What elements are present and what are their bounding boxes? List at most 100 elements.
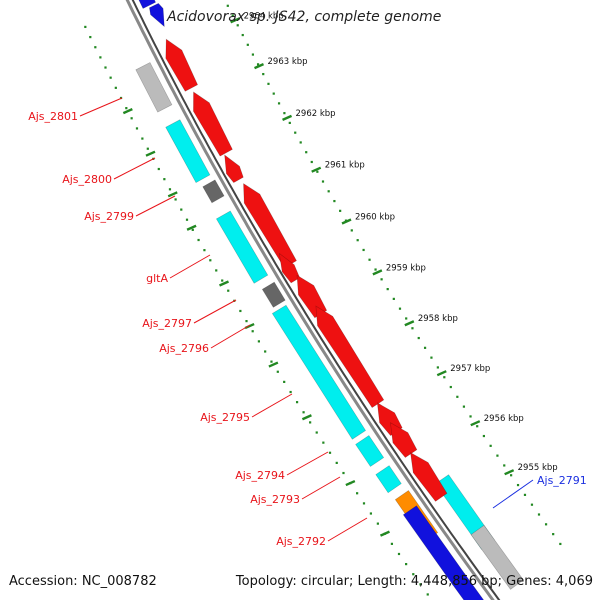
feature-red-3[interactable] — [224, 154, 244, 183]
feature-ajs-2799[interactable] — [202, 179, 225, 204]
genome-title: Acidovorax sp. JS42, complete genome — [167, 9, 442, 25]
dot-mark — [277, 102, 281, 105]
dot-mark — [109, 76, 112, 79]
feature-blue-2[interactable] — [451, 573, 488, 600]
scale-tick-major-left — [167, 191, 178, 198]
dot-mark — [163, 178, 166, 181]
dot-mark — [333, 199, 336, 203]
dot-mark — [157, 167, 160, 171]
gene-label-ajs-2801[interactable]: Ajs_2801 — [28, 110, 78, 123]
feature-red-4[interactable] — [243, 183, 297, 269]
scale-tick-major — [311, 166, 322, 173]
dot-mark — [510, 474, 513, 477]
dot-mark — [246, 43, 249, 46]
feature-ajs-2793[interactable] — [375, 465, 402, 494]
gene-label-ajs-2797[interactable]: Ajs_2797 — [142, 317, 192, 330]
dot-mark — [294, 131, 297, 134]
gene-leader-line — [210, 324, 251, 349]
scale-tick-major-left — [145, 150, 156, 157]
dot-mark — [436, 366, 439, 369]
scale-tick-label: 2963 kbp — [268, 57, 308, 67]
scale-tick-major — [282, 114, 293, 121]
dot-mark — [276, 370, 279, 373]
feature-red-6[interactable] — [296, 274, 328, 319]
feature-tracks — [135, 0, 524, 600]
dot-mark — [168, 188, 172, 191]
scale-tick-label: 2964 kbp — [244, 11, 284, 21]
gene-label-ajs-2794[interactable]: Ajs_2794 — [235, 469, 285, 482]
dot-mark — [537, 513, 541, 516]
dot-mark — [456, 395, 459, 398]
dot-mark — [315, 431, 318, 434]
dot-mark — [257, 340, 261, 343]
dot-mark — [141, 137, 144, 140]
scale-tick-major — [341, 218, 352, 225]
gene-label-ajs-2795[interactable]: Ajs_2795 — [200, 411, 250, 424]
dot-mark — [215, 269, 218, 272]
feature-red-9[interactable] — [390, 422, 418, 458]
feature-blue-top[interactable] — [137, 0, 157, 9]
feature-ajs-2794[interactable] — [355, 435, 385, 467]
gene-leader-line — [492, 479, 534, 509]
dot-mark — [191, 228, 194, 231]
dot-mark — [104, 66, 107, 69]
scale-ticks: 2964 kbp 2963 kbp 2962 kbp 2961 kbp 2960 kbp… — [122, 11, 558, 537]
feature-red-10[interactable] — [410, 452, 448, 502]
scale-tick-label: 2957 kbp — [450, 364, 490, 374]
feature-red-1[interactable] — [165, 38, 198, 92]
dot-mark — [236, 24, 239, 27]
gene-label-ajs-2800[interactable]: Ajs_2800 — [62, 173, 112, 186]
dot-mark — [405, 317, 408, 320]
scale-tick-major — [404, 320, 415, 327]
gene-leader-line — [251, 393, 293, 418]
gene-label-glta[interactable]: gltA — [146, 272, 168, 285]
dot-mark — [245, 319, 248, 323]
dot-mark — [386, 288, 389, 291]
dot-mark — [227, 289, 230, 292]
gene-label-ajs-2792[interactable]: Ajs_2792 — [276, 535, 326, 548]
scale-tick-major — [470, 420, 481, 427]
scale-tick-label: 2955 kbp — [518, 463, 558, 473]
scale-tick-major-left — [219, 280, 229, 287]
dot-mark — [356, 492, 359, 495]
gene-label-ajs-2799[interactable]: Ajs_2799 — [84, 210, 134, 223]
dot-mark — [231, 14, 234, 17]
feature-gltA[interactable] — [215, 210, 269, 284]
dot-mark — [335, 461, 338, 464]
dot-mark — [180, 208, 183, 211]
dot-mark — [130, 117, 133, 120]
dot-mark — [417, 336, 420, 340]
feature-ajs-2800[interactable] — [165, 119, 211, 184]
accession-text: Accession: NC_008782 — [9, 574, 157, 589]
dot-mark — [288, 121, 291, 125]
feature-ajs-2790[interactable] — [470, 524, 524, 590]
dot-mark — [84, 25, 87, 29]
feature-red-2[interactable] — [193, 91, 233, 157]
feature-red-7[interactable] — [315, 305, 385, 409]
feature-ajs-2801[interactable] — [135, 62, 173, 113]
dot-mark — [226, 4, 229, 7]
dot-mark — [449, 385, 452, 389]
dot-mark — [125, 107, 128, 110]
gene-label-ajs-2796[interactable]: Ajs_2796 — [159, 342, 209, 355]
dot-mark — [462, 405, 466, 408]
gene-label-ajs-2793[interactable]: Ajs_2793 — [250, 493, 300, 506]
scale-tick-major-left — [345, 479, 356, 487]
gene-label-ajs-2791[interactable]: Ajs_2791 — [537, 474, 587, 487]
dot-mark — [412, 573, 415, 576]
gene-leader-line — [327, 517, 368, 542]
feature-red-5[interactable] — [278, 252, 301, 284]
dot-mark — [374, 268, 377, 271]
scale-tick-major — [254, 63, 264, 70]
dot-mark — [295, 401, 299, 404]
dot-mark — [419, 583, 422, 586]
dot-mark — [392, 297, 395, 300]
feature-ajs-2797[interactable] — [261, 281, 286, 308]
dot-mark — [398, 307, 402, 310]
dot-mark — [328, 451, 332, 454]
dot-mark — [322, 441, 325, 444]
feature-ajs-2796[interactable] — [271, 304, 367, 440]
dot-mark — [544, 523, 548, 526]
feature-blue-top-2[interactable] — [149, 3, 165, 28]
scale-tick-major-left — [379, 530, 390, 537]
